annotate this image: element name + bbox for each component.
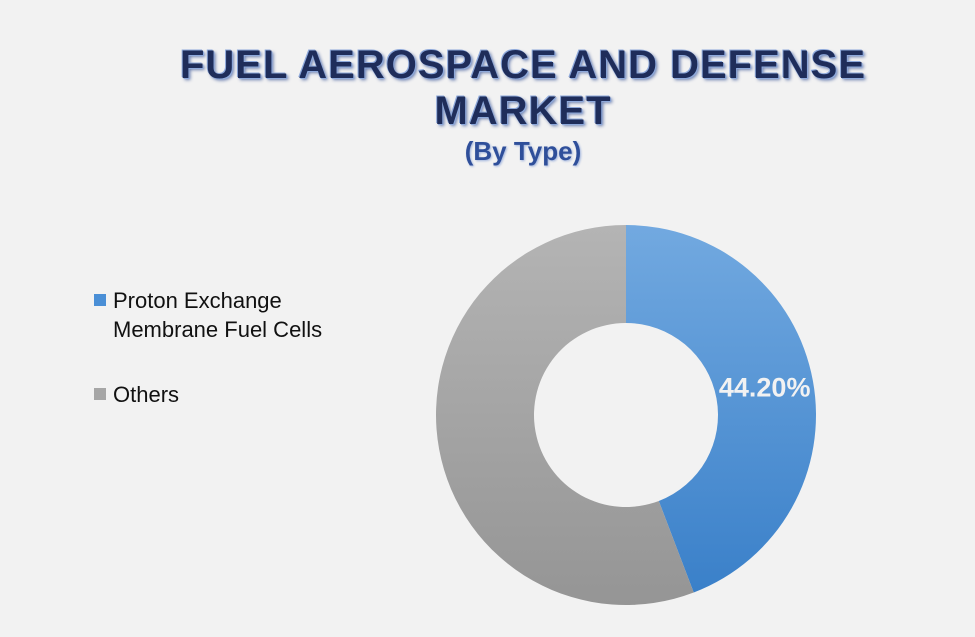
- pie-slice: [436, 225, 694, 605]
- pie-slice: [626, 225, 817, 593]
- value-label: 44.20%: [719, 373, 811, 403]
- chart-subtitle: (By Type): [464, 136, 582, 166]
- legend: Proton Exchange Membrane Fuel Cells Other…: [94, 286, 334, 445]
- legend-swatch: [94, 294, 106, 306]
- legend-entry: Others: [94, 380, 334, 409]
- legend-swatch: [94, 388, 106, 400]
- legend-entry: Proton Exchange Membrane Fuel Cells: [94, 286, 334, 344]
- legend-label: Proton Exchange Membrane Fuel Cells: [113, 288, 323, 342]
- legend-label: Others: [113, 382, 180, 407]
- chart-title: FUEL AEROSPACE AND DEFENSE MARKET: [179, 43, 867, 133]
